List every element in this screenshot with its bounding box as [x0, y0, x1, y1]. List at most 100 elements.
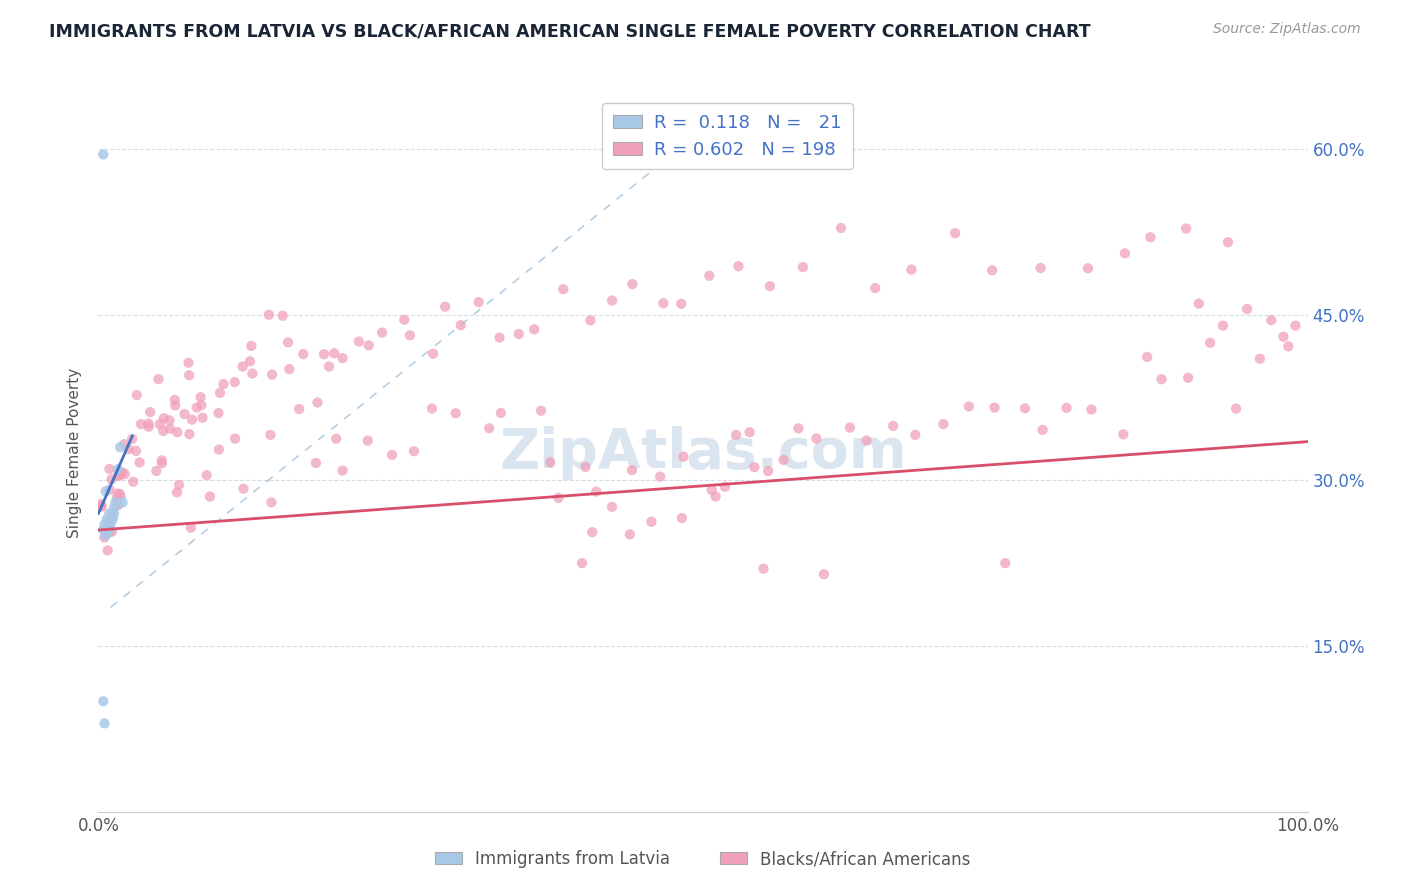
Point [128, 455, 150, 469]
Point [94, 528, 117, 542]
Point [186, 401, 208, 415]
Point [579, 313, 602, 327]
Point [700, 483, 723, 497]
Point [640, 515, 662, 529]
Point [1277, 339, 1299, 353]
Point [943, 226, 966, 240]
Point [100, 512, 122, 526]
Point [242, 367, 264, 381]
Point [105, 486, 128, 500]
Point [159, 413, 181, 427]
Point [1077, 261, 1099, 276]
Point [672, 450, 695, 464]
Point [434, 300, 457, 314]
Point [467, 295, 489, 310]
Point [257, 308, 280, 322]
Point [107, 498, 129, 512]
Point [150, 456, 173, 470]
Point [145, 464, 167, 478]
Text: ZipAtlas.com: ZipAtlas.com [499, 425, 907, 480]
Point [1216, 235, 1239, 250]
Point [100, 507, 122, 521]
Point [523, 322, 546, 336]
Point [882, 419, 904, 434]
Point [759, 279, 782, 293]
Point [224, 375, 246, 389]
Point [165, 398, 187, 412]
Point [1249, 351, 1271, 366]
Point [98, 507, 121, 521]
Point [122, 475, 145, 489]
Point [139, 405, 162, 419]
Point [323, 346, 346, 360]
Point [138, 419, 160, 434]
Point [153, 411, 176, 425]
Point [738, 425, 761, 440]
Point [166, 485, 188, 500]
Point [107, 462, 129, 476]
Point [1014, 401, 1036, 416]
Point [93, 716, 115, 731]
Point [478, 421, 501, 435]
Point [179, 368, 201, 383]
Point [179, 427, 201, 442]
Point [489, 406, 512, 420]
Point [232, 482, 254, 496]
Point [112, 437, 135, 451]
Point [240, 339, 263, 353]
Point [91, 694, 114, 708]
Point [508, 326, 530, 341]
Point [177, 356, 200, 370]
Point [904, 428, 927, 442]
Point [1225, 401, 1247, 416]
Legend: Immigrants from Latvia, Blacks/African Americans: Immigrants from Latvia, Blacks/African A… [429, 844, 977, 875]
Point [981, 263, 1004, 277]
Point [553, 282, 575, 296]
Point [262, 368, 284, 382]
Point [121, 432, 143, 446]
Point [488, 330, 510, 344]
Point [111, 495, 134, 509]
Point [129, 417, 152, 432]
Point [332, 351, 354, 365]
Point [357, 434, 380, 448]
Point [865, 281, 887, 295]
Point [402, 444, 425, 458]
Point [839, 420, 862, 434]
Point [830, 221, 852, 235]
Point [114, 467, 136, 481]
Point [138, 417, 160, 431]
Point [260, 495, 283, 509]
Point [1136, 350, 1159, 364]
Point [714, 480, 737, 494]
Point [101, 524, 124, 539]
Point [399, 328, 422, 343]
Point [190, 390, 212, 404]
Point [208, 442, 231, 457]
Point [787, 421, 810, 435]
Point [314, 347, 336, 361]
Point [97, 523, 120, 537]
Point [652, 296, 675, 310]
Point [110, 490, 132, 504]
Point [111, 466, 134, 480]
Point [1175, 221, 1198, 235]
Point [149, 417, 172, 432]
Legend: R =  0.118   N =   21, R = 0.602   N = 198: R = 0.118 N = 21, R = 0.602 N = 198 [602, 103, 852, 169]
Point [224, 432, 246, 446]
Point [195, 468, 218, 483]
Point [332, 464, 354, 478]
Point [91, 523, 114, 537]
Point [1236, 301, 1258, 317]
Point [207, 406, 229, 420]
Point [900, 262, 922, 277]
Point [104, 495, 127, 509]
Point [98, 523, 121, 537]
Point [792, 260, 814, 274]
Point [166, 425, 188, 440]
Point [191, 410, 214, 425]
Point [125, 388, 148, 402]
Point [571, 556, 593, 570]
Point [97, 543, 120, 558]
Point [957, 400, 980, 414]
